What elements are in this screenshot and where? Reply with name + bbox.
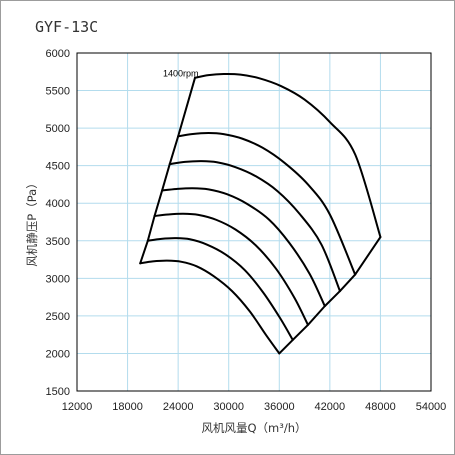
envelope-right-edge	[278, 236, 382, 355]
y-tick-label: 3500	[46, 236, 70, 248]
curve-1	[194, 72, 382, 239]
rpm-annotation: 1400rpm	[163, 68, 199, 78]
curve-6	[146, 237, 294, 341]
chart-title: GYF-13C	[35, 18, 98, 36]
x-tick-label: 24000	[163, 401, 194, 413]
performance-curves	[139, 72, 382, 355]
curve-2	[177, 131, 357, 276]
x-tick-label: 48000	[365, 401, 396, 413]
y-tick-label: 3000	[46, 273, 70, 285]
curve-5	[153, 212, 309, 326]
x-tick-label: 54000	[416, 401, 447, 413]
curve-4	[161, 187, 326, 308]
x-tick-label: 18000	[112, 401, 143, 413]
x-tick-label: 30000	[213, 401, 244, 413]
curve-7	[139, 259, 281, 355]
curve-3	[168, 160, 341, 293]
envelope-left-edge	[139, 76, 196, 265]
y-tick-label: 5500	[46, 86, 70, 98]
y-tick-label: 6000	[46, 48, 70, 60]
y-tick-label: 1500	[46, 386, 70, 398]
tick-labels: 12000 18000 24000 30000 36000 42000 48000 54000…	[46, 48, 447, 413]
y-axis-label: 风机静压P（Pa）	[25, 177, 39, 266]
x-axis-label: 风机风量Q（m³/h）	[201, 421, 306, 435]
x-tick-label: 42000	[315, 401, 346, 413]
grid-lines	[77, 53, 431, 391]
annotations: 1400rpm	[163, 68, 199, 78]
plot-frame	[76, 52, 432, 392]
y-tick-label: 2500	[46, 311, 70, 323]
y-tick-label: 5000	[46, 123, 70, 135]
x-tick-label: 36000	[264, 401, 295, 413]
y-tick-label: 4500	[46, 161, 70, 173]
y-tick-label: 2000	[46, 348, 70, 360]
y-tick-label: 4000	[46, 198, 70, 210]
x-tick-label: 12000	[62, 401, 93, 413]
